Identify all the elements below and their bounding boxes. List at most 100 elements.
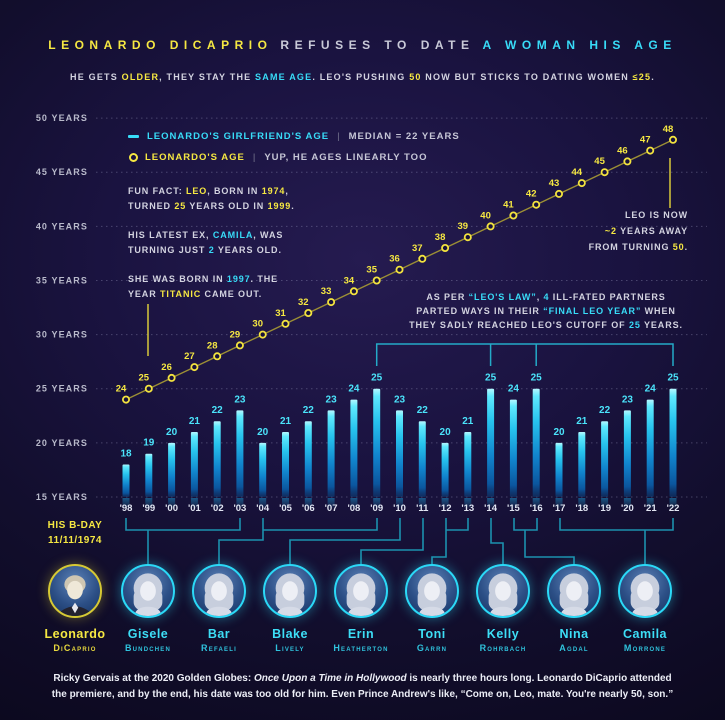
bar-value-label: 23 — [622, 394, 634, 405]
person-first-name: Leonardo — [44, 627, 106, 641]
bar-reflection — [601, 498, 609, 509]
text-segment: 50 — [409, 72, 422, 82]
x-axis-label: '14 — [484, 503, 498, 514]
avatar — [48, 564, 102, 618]
bar-reflection — [168, 498, 176, 509]
leo-age-point — [600, 168, 609, 177]
leo-age-label: 30 — [252, 319, 263, 330]
person-nina: Nina Agdal — [532, 564, 616, 653]
person-last-name: Heatherton — [333, 643, 389, 653]
female-portrait-icon — [275, 573, 305, 616]
x-axis-label: '13 — [461, 503, 474, 514]
girlfriend-age-bar — [623, 410, 631, 497]
girlfriend-age-bar — [578, 432, 586, 497]
person-first-name: Bar — [207, 627, 231, 641]
timeline-connector — [431, 518, 469, 565]
bar-reflection — [487, 498, 495, 509]
bar-value-label: 19 — [143, 438, 155, 449]
avatar — [263, 564, 317, 618]
title-leonardo: LEONARDO DICAPRIO — [48, 38, 273, 52]
text-segment: 1999 — [267, 201, 292, 211]
bar-value-label: 25 — [667, 373, 679, 384]
bar-value-label: 25 — [485, 373, 497, 384]
bar-reflection — [441, 498, 449, 509]
leo-age-point — [463, 233, 472, 242]
bar-value-label: 25 — [531, 373, 543, 384]
avatar — [192, 564, 246, 618]
x-axis-label: '98 — [120, 503, 133, 514]
person-last-name: Garrn — [416, 643, 448, 653]
leo-age-point — [577, 179, 586, 188]
title-middle: REFUSES TO DATE — [280, 38, 475, 52]
person-bar: Bar Refaeli — [177, 564, 261, 653]
annotation-line: THEY SADLY REACHED LEO'S CUTOFF OF 25 YE… — [385, 318, 707, 332]
footer-line: Ricky Gervais at the 2020 Golden Globes:… — [20, 671, 705, 687]
avatar — [618, 564, 672, 618]
annotation-line: SHE WAS BORN IN 1997. THE — [128, 272, 278, 287]
leo-age-label: 24 — [116, 384, 127, 395]
girlfriend-age-bar — [487, 388, 495, 497]
person-leonardo: Leonardo DiCaprio — [33, 564, 117, 653]
leo-age-label: 48 — [663, 124, 674, 135]
text-segment: 4 — [543, 292, 550, 302]
bar-reflection — [236, 498, 244, 509]
leo-age-point — [669, 135, 678, 144]
text-segment: , BORN IN — [207, 186, 262, 196]
female-portrait-icon — [559, 573, 589, 616]
x-axis-label: '16 — [530, 503, 543, 514]
leo-age-point — [281, 319, 290, 328]
person-first-name: Camila — [623, 627, 667, 641]
text-segment: . THE — [250, 274, 279, 284]
annotation-line: LEO IS NOW — [589, 207, 688, 223]
bar-reflection — [418, 498, 426, 509]
x-axis-label: '15 — [507, 503, 521, 514]
bar-value-label: 22 — [303, 405, 315, 416]
leo-age-point — [418, 254, 427, 263]
bar-reflection — [350, 498, 358, 509]
text-segment: HIS LATEST EX, — [128, 230, 213, 240]
bar-reflection — [190, 498, 198, 509]
x-axis-label: '19 — [598, 503, 611, 514]
text-segment: 25 — [174, 201, 187, 211]
text-segment: ≤25 — [632, 72, 652, 82]
bar-reflection — [145, 498, 153, 509]
avatar — [476, 564, 530, 618]
bar-value-label: 25 — [371, 373, 383, 384]
x-axis-label: '21 — [644, 503, 658, 514]
bar-reflection — [213, 498, 221, 509]
timeline-connector — [360, 518, 424, 565]
leo-age-label: 41 — [503, 200, 514, 211]
leo-age-point — [372, 276, 381, 285]
leo-age-label: 31 — [275, 308, 286, 319]
leo-age-point — [555, 189, 564, 198]
leo-age-label: 28 — [207, 340, 218, 351]
female-portrait-icon — [204, 573, 234, 616]
x-axis-label: '01 — [188, 503, 202, 514]
bar-reflection — [509, 498, 517, 509]
person-erin: Erin Heatherton — [319, 564, 403, 653]
text-segment: 50 — [672, 242, 685, 252]
bar-value-label: 24 — [508, 384, 520, 395]
text-segment: YEARS OLD IN — [186, 201, 268, 211]
leo-age-label: 42 — [526, 189, 537, 200]
leo-age-label: 38 — [435, 232, 446, 243]
girlfriend-age-bar — [555, 442, 563, 497]
bar-value-label: 22 — [599, 405, 611, 416]
bar-value-label: 21 — [576, 416, 588, 427]
y-axis-label: 50 YEARS — [36, 113, 88, 123]
text-segment: SHE WAS BORN IN — [128, 274, 227, 284]
leo-age-label: 40 — [480, 210, 491, 221]
bar-reflection — [396, 498, 403, 509]
leo-age-label: 47 — [640, 135, 651, 146]
x-axis-label: '11 — [416, 503, 429, 514]
text-segment: YEARS OLD. — [214, 245, 282, 255]
avatar — [121, 564, 175, 618]
text-segment: Ricky Gervais at the 2020 Golden Globes: — [53, 673, 252, 684]
annotation-line: HIS LATEST EX, CAMILA, WAS — [128, 228, 283, 243]
bar-reflection — [122, 498, 130, 509]
footer-line: the premiere, and by the end, his date w… — [20, 687, 705, 703]
annotation-born-1997: SHE WAS BORN IN 1997. THE YEAR TITANIC C… — [128, 272, 278, 302]
bar-reflection — [304, 498, 312, 509]
y-axis-label: 40 YEARS — [36, 221, 88, 231]
